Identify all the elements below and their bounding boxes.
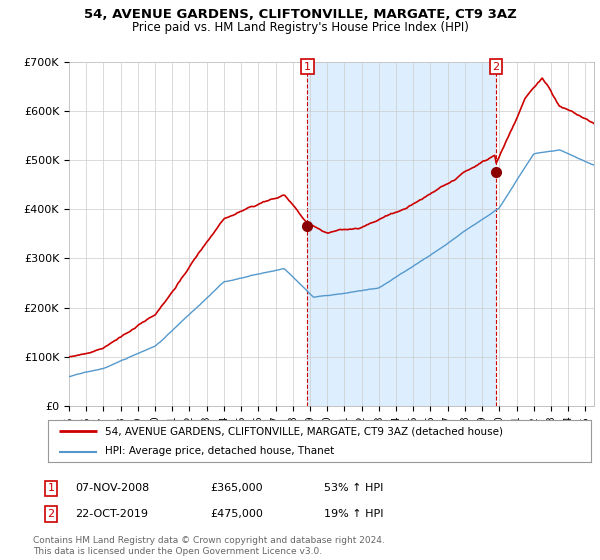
Text: 53% ↑ HPI: 53% ↑ HPI [324, 483, 383, 493]
Text: Contains HM Land Registry data © Crown copyright and database right 2024.
This d: Contains HM Land Registry data © Crown c… [33, 536, 385, 556]
Text: Price paid vs. HM Land Registry's House Price Index (HPI): Price paid vs. HM Land Registry's House … [131, 21, 469, 34]
Text: £365,000: £365,000 [210, 483, 263, 493]
Text: 1: 1 [47, 483, 55, 493]
Text: HPI: Average price, detached house, Thanet: HPI: Average price, detached house, Than… [105, 446, 334, 456]
Text: 2: 2 [493, 62, 500, 72]
Text: 07-NOV-2008: 07-NOV-2008 [75, 483, 149, 493]
Bar [307, 62, 496, 406]
Text: £475,000: £475,000 [210, 509, 263, 519]
Text: 1: 1 [304, 62, 311, 72]
Text: 2: 2 [47, 509, 55, 519]
Text: 19% ↑ HPI: 19% ↑ HPI [324, 509, 383, 519]
Text: 22-OCT-2019: 22-OCT-2019 [75, 509, 148, 519]
Text: 54, AVENUE GARDENS, CLIFTONVILLE, MARGATE, CT9 3AZ: 54, AVENUE GARDENS, CLIFTONVILLE, MARGAT… [83, 8, 517, 21]
Text: 54, AVENUE GARDENS, CLIFTONVILLE, MARGATE, CT9 3AZ (detached house): 54, AVENUE GARDENS, CLIFTONVILLE, MARGAT… [105, 426, 503, 436]
